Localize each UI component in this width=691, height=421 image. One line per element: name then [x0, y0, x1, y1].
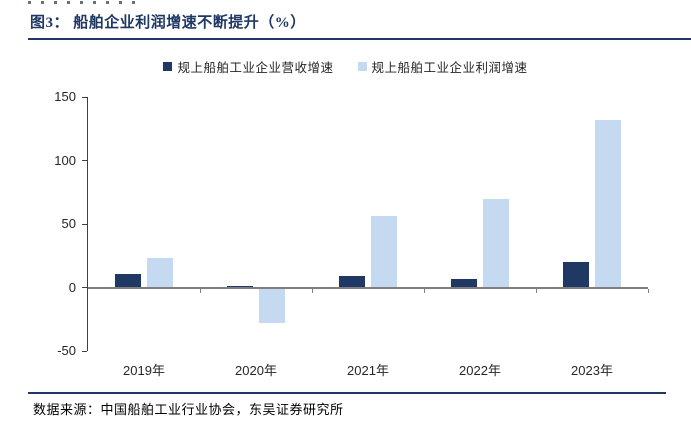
bar-2023年-s0: [563, 262, 589, 288]
y-axis-tick-label: 0: [68, 279, 76, 295]
x-axis-category-label: 2020年: [235, 363, 277, 378]
chart-legend: 规上船舶工业企业营收增速 规上船舶工业企业利润增速: [0, 57, 691, 76]
x-axis-category-label: 2019年: [123, 363, 165, 378]
x-axis-tick: [423, 288, 425, 293]
legend-swatch-revenue: [163, 61, 173, 71]
bar-2022年-s0: [451, 278, 477, 288]
x-axis-category-label: 2022年: [459, 363, 501, 378]
y-axis-tick-label: -50: [57, 343, 76, 358]
bar-2020年-s0: [227, 286, 253, 288]
x-axis-category-label: 2023年: [571, 363, 613, 378]
x-axis-tick: [199, 288, 201, 293]
y-axis-tick: [82, 96, 87, 98]
y-axis-tick: [82, 160, 87, 161]
clipped-text-fragment: [28, 1, 140, 4]
y-axis-tick: [82, 350, 87, 352]
bar-2020年-s1: [259, 288, 285, 323]
legend-item-revenue: 规上船舶工业企业营收增速: [163, 57, 333, 76]
y-axis-tick: [82, 223, 87, 225]
legend-swatch-profit: [357, 61, 367, 71]
data-source-note: 数据来源：中国船舶工业行业协会，东吴证券研究所: [33, 402, 344, 417]
x-axis-category-label: 2021年: [347, 363, 389, 378]
legend-label-profit: 规上船舶工业企业利润增速: [371, 60, 528, 75]
legend-label-revenue: 规上船舶工业企业营收增速: [177, 60, 334, 75]
y-axis-tick-label: 50: [61, 216, 76, 231]
y-axis-line: [87, 97, 88, 351]
x-axis-zero-line: [88, 286, 648, 289]
bar-2021年-s0: [339, 276, 365, 288]
y-axis-tick-label: 100: [54, 152, 76, 168]
bar-2019年-s1: [147, 258, 173, 288]
figure-title: 图3： 船舶企业利润增速不断提升（%）: [30, 15, 306, 31]
bottom-divider: [28, 392, 666, 394]
bar-2021年-s1: [371, 216, 397, 288]
bar-2022年-s1: [483, 198, 509, 288]
x-axis-tick: [647, 288, 649, 293]
legend-item-profit: 规上船舶工业企业利润增速: [357, 57, 528, 76]
bar-2019年-s0: [115, 273, 141, 288]
x-axis-tick: [311, 288, 313, 293]
bar-2023年-s1: [595, 119, 621, 288]
y-axis-tick-label: 150: [54, 89, 76, 104]
x-axis-tick: [535, 288, 537, 293]
title-divider: [28, 38, 691, 40]
y-axis-tick: [82, 287, 87, 288]
